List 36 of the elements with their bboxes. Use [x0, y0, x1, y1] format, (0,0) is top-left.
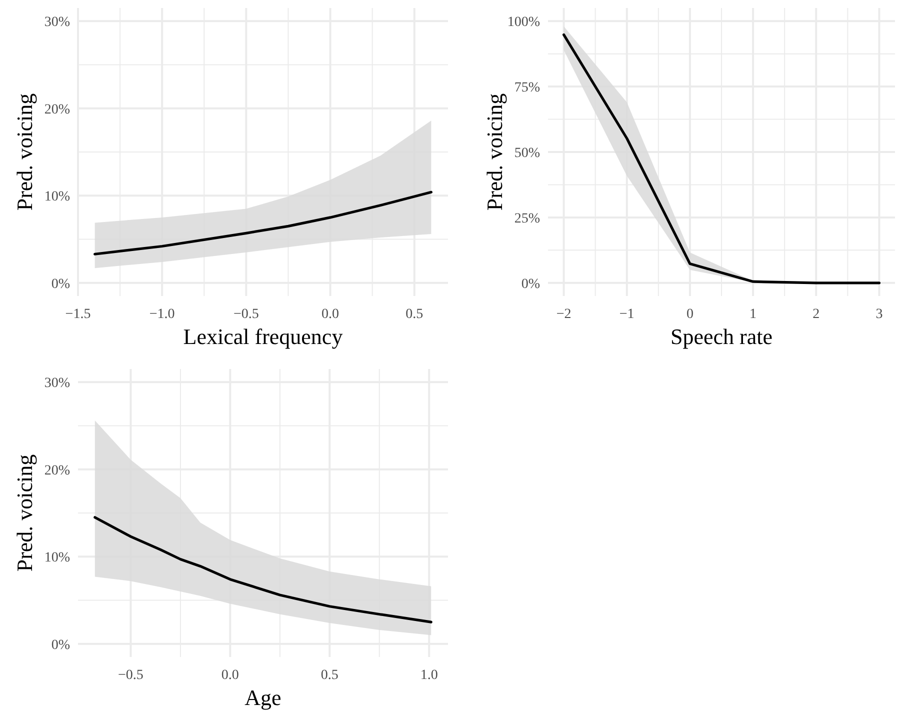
x-tick-label: −1.0: [149, 307, 175, 322]
x-tick-label: 1: [750, 307, 757, 322]
y-tick-label: 100%: [507, 14, 540, 30]
x-tick-label: −1: [619, 307, 634, 322]
x-axis-title: Age: [244, 685, 282, 710]
y-tick-label: 20%: [44, 102, 70, 118]
y-tick-label: 0%: [521, 276, 540, 292]
x-tick-label: 2: [812, 307, 820, 322]
x-tick-label: −0.5: [233, 307, 259, 322]
y-tick-label: 75%: [514, 80, 540, 96]
line-series: [94, 516, 432, 624]
y-tick-label: 30%: [44, 14, 70, 30]
x-tick-label: 3: [876, 307, 883, 322]
y-tick-label: 0%: [51, 638, 70, 653]
x-tick-label: 0.5: [406, 307, 424, 322]
x-axis-title: Lexical frequency: [183, 324, 343, 349]
x-tick-label: 0: [686, 307, 694, 322]
y-tick-label: 25%: [514, 211, 540, 226]
x-tick-label: −1.5: [65, 307, 91, 322]
x-tick-label: −0.5: [118, 668, 144, 683]
y-axis-title: Pred. voicing: [12, 454, 37, 572]
y-tick-label: 30%: [44, 376, 70, 391]
y-tick-label: 10%: [44, 550, 70, 566]
y-tick-label: 20%: [44, 463, 70, 478]
x-axis-title: Speech rate: [670, 324, 772, 349]
x-tick-label: 1.0: [420, 668, 438, 683]
y-tick-label: 50%: [514, 146, 540, 161]
y-axis-title: Pred. voicing: [12, 93, 37, 211]
x-tick-label: 0.5: [320, 668, 338, 683]
y-tick-label: 0%: [51, 276, 70, 292]
y-axis-title: Pred. voicing: [482, 93, 507, 211]
x-tick-label: 0.0: [221, 668, 239, 683]
y-tick-label: 10%: [44, 190, 70, 205]
x-tick-label: 0.0: [322, 307, 340, 322]
x-tick-label: −2: [556, 307, 572, 322]
line-series: [94, 190, 432, 256]
